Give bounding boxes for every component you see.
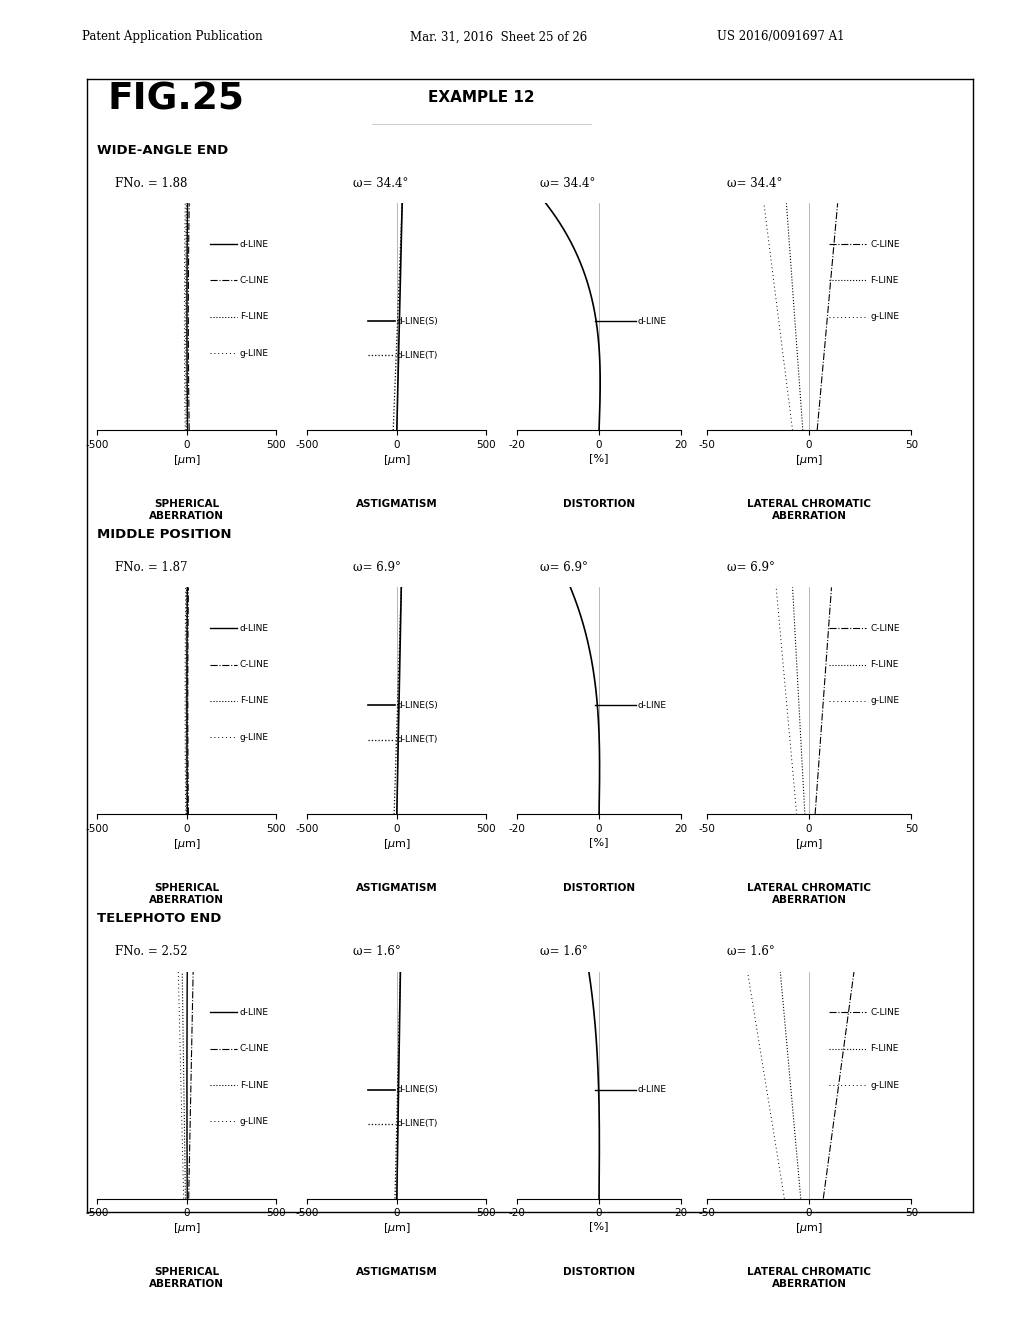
- Text: ω= 6.9°: ω= 6.9°: [353, 561, 401, 574]
- Text: C-LINE: C-LINE: [870, 624, 900, 632]
- Text: d-LINE(T): d-LINE(T): [396, 735, 438, 744]
- Text: ω= 1.6°: ω= 1.6°: [540, 945, 588, 958]
- Text: DISTORTION: DISTORTION: [563, 1267, 635, 1278]
- Text: d-LINE: d-LINE: [638, 317, 667, 326]
- Text: SPHERICAL
ABERRATION: SPHERICAL ABERRATION: [150, 883, 224, 904]
- Text: FNo. = 1.87: FNo. = 1.87: [115, 561, 187, 574]
- Text: F-LINE: F-LINE: [240, 1081, 268, 1089]
- Text: d-LINE: d-LINE: [240, 240, 268, 248]
- Text: FNo. = 1.88: FNo. = 1.88: [115, 177, 187, 190]
- Text: MIDDLE POSITION: MIDDLE POSITION: [97, 528, 231, 541]
- X-axis label: [%]: [%]: [589, 837, 609, 847]
- Text: ω= 1.6°: ω= 1.6°: [353, 945, 401, 958]
- Text: d-LINE(S): d-LINE(S): [396, 701, 438, 710]
- Text: g-LINE: g-LINE: [870, 697, 899, 705]
- Text: g-LINE: g-LINE: [240, 348, 268, 358]
- Text: C-LINE: C-LINE: [870, 240, 900, 248]
- X-axis label: [$\mu$m]: [$\mu$m]: [795, 1221, 823, 1236]
- X-axis label: [$\mu$m]: [$\mu$m]: [383, 1221, 411, 1236]
- Text: d-LINE: d-LINE: [638, 1085, 667, 1094]
- Text: DISTORTION: DISTORTION: [563, 883, 635, 894]
- Text: ASTIGMATISM: ASTIGMATISM: [356, 499, 437, 510]
- Text: ω= 1.6°: ω= 1.6°: [727, 945, 775, 958]
- Text: LATERAL CHROMATIC
ABERRATION: LATERAL CHROMATIC ABERRATION: [746, 883, 871, 904]
- X-axis label: [$\mu$m]: [$\mu$m]: [383, 837, 411, 851]
- Text: FIG.25: FIG.25: [108, 82, 245, 117]
- X-axis label: [$\mu$m]: [$\mu$m]: [173, 837, 201, 851]
- Text: d-LINE(T): d-LINE(T): [396, 1119, 438, 1129]
- Text: WIDE-ANGLE END: WIDE-ANGLE END: [97, 144, 228, 157]
- Text: TELEPHOTO END: TELEPHOTO END: [97, 912, 221, 925]
- X-axis label: [$\mu$m]: [$\mu$m]: [173, 453, 201, 467]
- Text: DISTORTION: DISTORTION: [563, 499, 635, 510]
- X-axis label: [$\mu$m]: [$\mu$m]: [383, 453, 411, 467]
- Text: F-LINE: F-LINE: [240, 697, 268, 705]
- Text: FNo. = 2.52: FNo. = 2.52: [115, 945, 187, 958]
- Text: ASTIGMATISM: ASTIGMATISM: [356, 883, 437, 894]
- Text: ω= 34.4°: ω= 34.4°: [727, 177, 782, 190]
- Text: d-LINE(S): d-LINE(S): [396, 1085, 438, 1094]
- Text: F-LINE: F-LINE: [240, 313, 268, 321]
- Text: d-LINE(T): d-LINE(T): [396, 351, 438, 360]
- Text: C-LINE: C-LINE: [240, 1044, 269, 1053]
- Text: d-LINE(S): d-LINE(S): [396, 317, 438, 326]
- X-axis label: [%]: [%]: [589, 1221, 609, 1232]
- Text: C-LINE: C-LINE: [240, 276, 269, 285]
- Text: g-LINE: g-LINE: [870, 313, 899, 321]
- Text: ω= 34.4°: ω= 34.4°: [540, 177, 595, 190]
- Text: Mar. 31, 2016  Sheet 25 of 26: Mar. 31, 2016 Sheet 25 of 26: [410, 30, 587, 44]
- Text: ASTIGMATISM: ASTIGMATISM: [356, 1267, 437, 1278]
- X-axis label: [$\mu$m]: [$\mu$m]: [795, 453, 823, 467]
- Text: C-LINE: C-LINE: [870, 1008, 900, 1016]
- Text: SPHERICAL
ABERRATION: SPHERICAL ABERRATION: [150, 1267, 224, 1288]
- Text: ω= 34.4°: ω= 34.4°: [353, 177, 409, 190]
- Text: F-LINE: F-LINE: [870, 660, 899, 669]
- Text: LATERAL CHROMATIC
ABERRATION: LATERAL CHROMATIC ABERRATION: [746, 499, 871, 520]
- Text: SPHERICAL
ABERRATION: SPHERICAL ABERRATION: [150, 499, 224, 520]
- Text: ω= 6.9°: ω= 6.9°: [540, 561, 588, 574]
- Text: LATERAL CHROMATIC
ABERRATION: LATERAL CHROMATIC ABERRATION: [746, 1267, 871, 1288]
- X-axis label: [$\mu$m]: [$\mu$m]: [795, 837, 823, 851]
- Text: d-LINE: d-LINE: [638, 701, 667, 710]
- Text: g-LINE: g-LINE: [240, 733, 268, 742]
- Text: g-LINE: g-LINE: [240, 1117, 268, 1126]
- Text: d-LINE: d-LINE: [240, 1008, 268, 1016]
- Text: Patent Application Publication: Patent Application Publication: [82, 30, 262, 44]
- Text: US 2016/0091697 A1: US 2016/0091697 A1: [717, 30, 845, 44]
- Text: d-LINE: d-LINE: [240, 624, 268, 632]
- Text: ω= 6.9°: ω= 6.9°: [727, 561, 775, 574]
- Text: C-LINE: C-LINE: [240, 660, 269, 669]
- X-axis label: [$\mu$m]: [$\mu$m]: [173, 1221, 201, 1236]
- Text: g-LINE: g-LINE: [870, 1081, 899, 1089]
- Text: F-LINE: F-LINE: [870, 1044, 899, 1053]
- X-axis label: [%]: [%]: [589, 453, 609, 463]
- Text: F-LINE: F-LINE: [870, 276, 899, 285]
- Text: EXAMPLE 12: EXAMPLE 12: [428, 90, 535, 104]
